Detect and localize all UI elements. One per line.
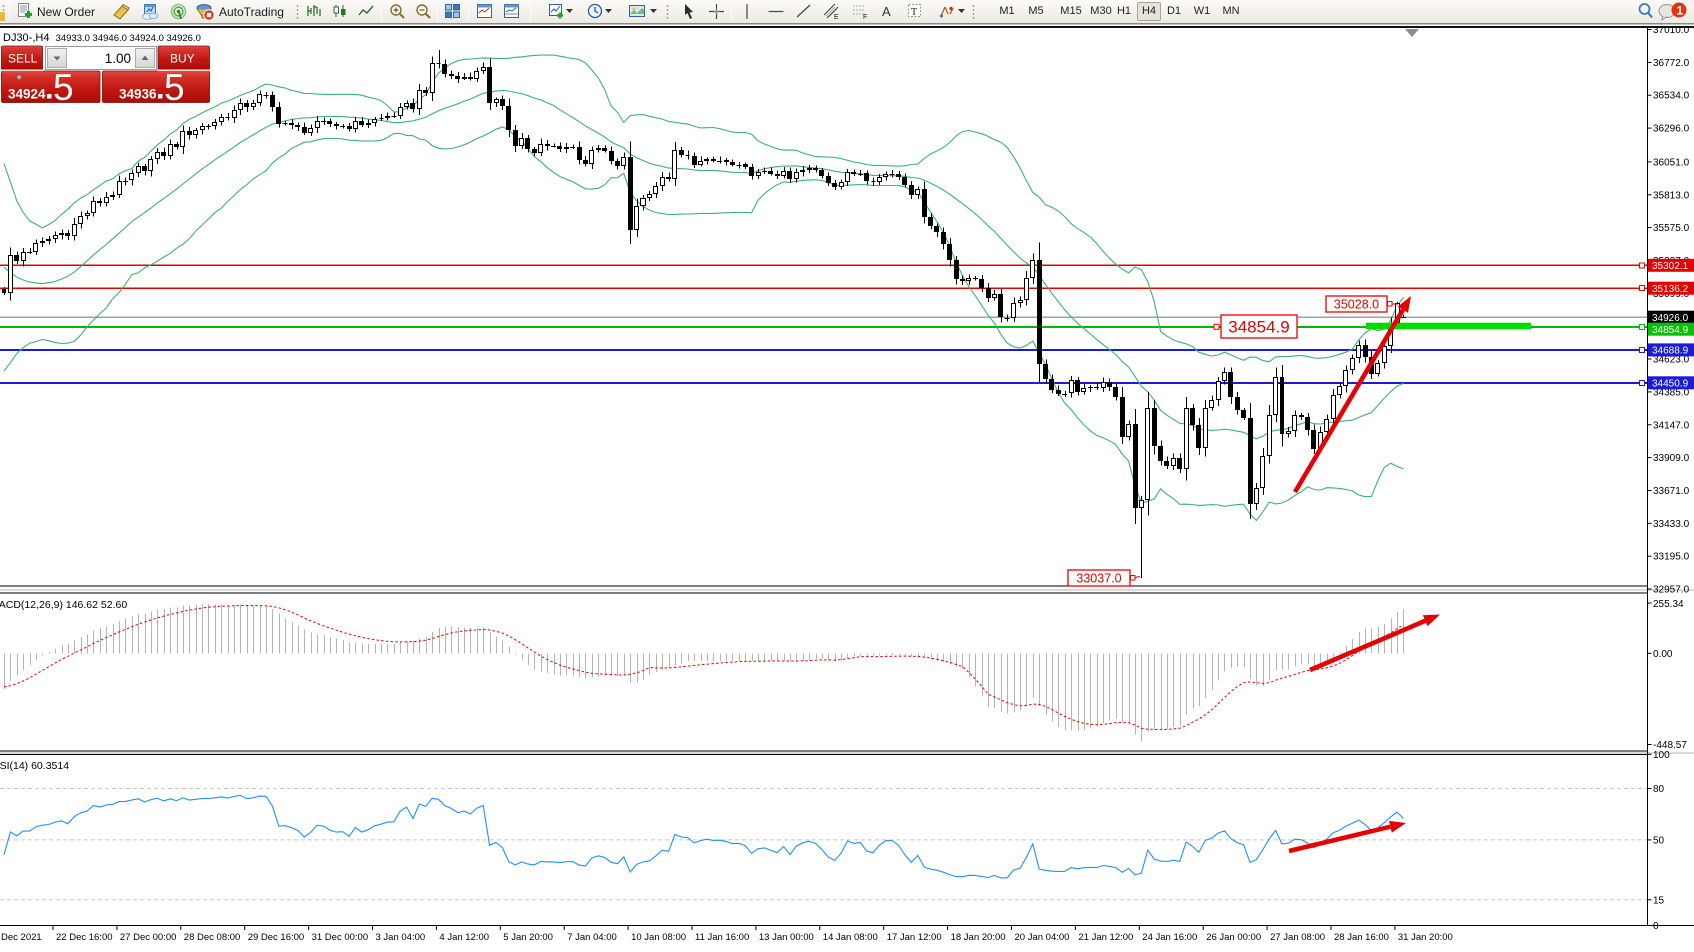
svg-text:31 Jan 20:00: 31 Jan 20:00 (1398, 932, 1453, 943)
svg-text:35136.2: 35136.2 (1652, 284, 1689, 295)
svg-text:17 Jan 12:00: 17 Jan 12:00 (887, 932, 942, 943)
svg-text:1: 1 (1677, 4, 1684, 18)
svg-text:34936: 34936 (119, 87, 157, 102)
svg-text:24 Jan 16:00: 24 Jan 16:00 (1142, 932, 1197, 943)
svg-text:SELL: SELL (8, 52, 38, 66)
svg-text:0: 0 (1653, 921, 1659, 932)
svg-text:E: E (834, 14, 839, 20)
svg-text:31 Dec 00:00: 31 Dec 00:00 (312, 932, 369, 943)
svg-text:34924: 34924 (8, 87, 46, 102)
svg-text:20 Jan 04:00: 20 Jan 04:00 (1015, 932, 1070, 943)
svg-text:33671.0: 33671.0 (1653, 486, 1690, 497)
svg-text:T: T (911, 7, 917, 18)
svg-text:34854.9: 34854.9 (1652, 325, 1689, 336)
svg-text:29 Dec 16:00: 29 Dec 16:00 (248, 932, 305, 943)
svg-text:MACD(12,26,9) 146.62 52.60: MACD(12,26,9) 146.62 52.60 (0, 599, 127, 611)
svg-text:35813.0: 35813.0 (1653, 190, 1690, 201)
svg-text:80: 80 (1653, 784, 1665, 795)
svg-text:34688.9: 34688.9 (1652, 346, 1689, 357)
svg-text:22 Dec 16:00: 22 Dec 16:00 (56, 932, 113, 943)
svg-text:RSI(14) 60.3514: RSI(14) 60.3514 (0, 760, 69, 772)
svg-text:14 Jan 08:00: 14 Jan 08:00 (823, 932, 878, 943)
svg-text:10 Jan 08:00: 10 Jan 08:00 (631, 932, 686, 943)
svg-text:28 Dec 08:00: 28 Dec 08:00 (184, 932, 241, 943)
svg-text:255.34: 255.34 (1653, 599, 1684, 610)
svg-text:26 Jan 00:00: 26 Jan 00:00 (1206, 932, 1261, 943)
svg-text:35302.1: 35302.1 (1652, 261, 1689, 272)
svg-text:7 Jan 04:00: 7 Jan 04:00 (567, 932, 617, 943)
svg-text:34147.0: 34147.0 (1653, 420, 1690, 431)
svg-text:35575.0: 35575.0 (1653, 223, 1690, 234)
svg-text:5: 5 (53, 67, 74, 108)
svg-text:34450.9: 34450.9 (1652, 378, 1689, 389)
svg-text:27 Dec 00:00: 27 Dec 00:00 (120, 932, 177, 943)
svg-text:21 Jan 12:00: 21 Jan 12:00 (1078, 932, 1133, 943)
svg-text:34926.0: 34926.0 (1652, 313, 1689, 324)
svg-text:-448.57: -448.57 (1653, 740, 1687, 751)
svg-text:33909.0: 33909.0 (1653, 453, 1690, 464)
svg-text:13 Jan 00:00: 13 Jan 00:00 (759, 932, 814, 943)
svg-text:33195.0: 33195.0 (1653, 552, 1690, 563)
svg-text:F: F (863, 14, 867, 20)
svg-text:28 Jan 16:00: 28 Jan 16:00 (1334, 932, 1389, 943)
svg-text:34623.0: 34623.0 (1653, 355, 1690, 366)
svg-text:Dec 2021: Dec 2021 (1, 932, 42, 943)
svg-text:DJ30-,H4 34933.0 34946.0 3492: DJ30-,H4 34933.0 34946.0 34924.0 34926.0 (3, 32, 201, 44)
svg-text:15: 15 (1653, 895, 1665, 906)
svg-text:5: 5 (164, 67, 185, 108)
svg-text:3 Jan 04:00: 3 Jan 04:00 (376, 932, 426, 943)
svg-text:11 Jan 16:00: 11 Jan 16:00 (695, 932, 749, 943)
svg-text:0.00: 0.00 (1653, 649, 1673, 660)
svg-text:36051.0: 36051.0 (1653, 157, 1690, 168)
svg-text:4 Jan 12:00: 4 Jan 12:00 (439, 932, 489, 943)
svg-text:34385.0: 34385.0 (1653, 387, 1690, 398)
svg-text:27 Jan 08:00: 27 Jan 08:00 (1270, 932, 1325, 943)
svg-text:35028.0: 35028.0 (1334, 298, 1379, 312)
svg-text:50: 50 (1653, 835, 1665, 846)
svg-text:BUY: BUY (170, 52, 195, 66)
svg-text:37010.0: 37010.0 (1653, 25, 1690, 36)
svg-text:1.00: 1.00 (105, 51, 131, 66)
svg-text:18 Jan 20:00: 18 Jan 20:00 (951, 932, 1006, 943)
svg-text:5 Jan 20:00: 5 Jan 20:00 (503, 932, 553, 943)
svg-text:36772.0: 36772.0 (1653, 58, 1690, 69)
svg-text:100: 100 (1653, 750, 1670, 761)
svg-text:34854.9: 34854.9 (1228, 318, 1289, 337)
svg-text:33433.0: 33433.0 (1653, 519, 1690, 530)
svg-text:32957.0: 32957.0 (1653, 585, 1690, 596)
svg-text:36296.0: 36296.0 (1653, 124, 1690, 135)
svg-text:36534.0: 36534.0 (1653, 91, 1690, 102)
svg-text:33037.0: 33037.0 (1076, 572, 1121, 586)
